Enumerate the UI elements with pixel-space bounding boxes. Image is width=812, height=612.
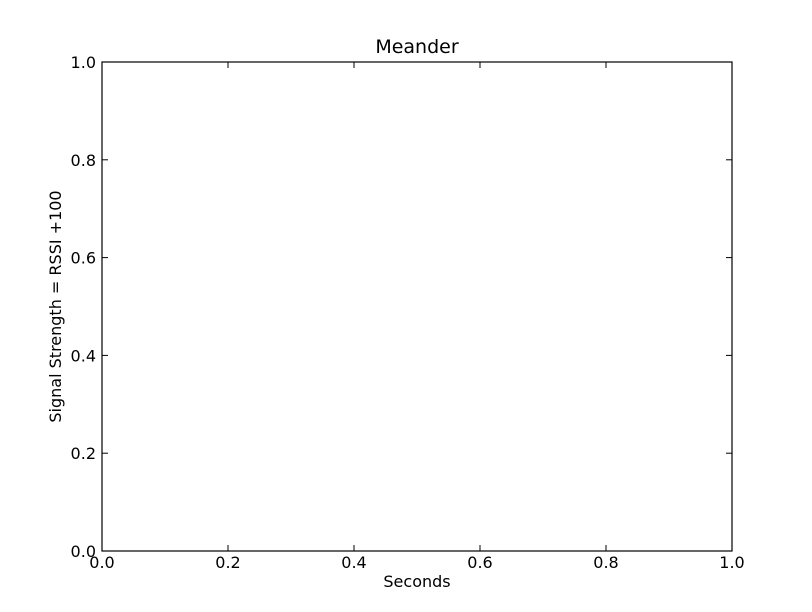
- x-tick-label: 0.6: [467, 553, 492, 572]
- y-tick-label: 0.2: [71, 444, 96, 463]
- y-tick-label: 0.4: [71, 346, 96, 365]
- x-tick-label: 0.8: [593, 553, 618, 572]
- y-tick-label: 1.0: [71, 53, 96, 72]
- y-tick-label: 0.0: [71, 542, 96, 561]
- chart-title: Meander: [375, 36, 459, 58]
- x-tick-label: 0.0: [89, 553, 114, 572]
- x-tick-label: 0.4: [341, 553, 366, 572]
- x-axis-label: Seconds: [383, 572, 450, 591]
- y-axis: 0.0 0.2 0.4 0.6 0.8 1.0: [71, 53, 732, 561]
- plot-area: [101, 61, 733, 552]
- y-tick-label: 0.8: [71, 151, 96, 170]
- x-tick-label: 1.0: [719, 553, 744, 572]
- y-tick-label: 0.6: [71, 249, 96, 268]
- x-axis: 0.0 0.2 0.4 0.6 0.8 1.0: [89, 62, 745, 572]
- y-axis-label: Signal Strength = RSSI +100: [46, 190, 65, 422]
- x-tick-label: 0.2: [215, 553, 240, 572]
